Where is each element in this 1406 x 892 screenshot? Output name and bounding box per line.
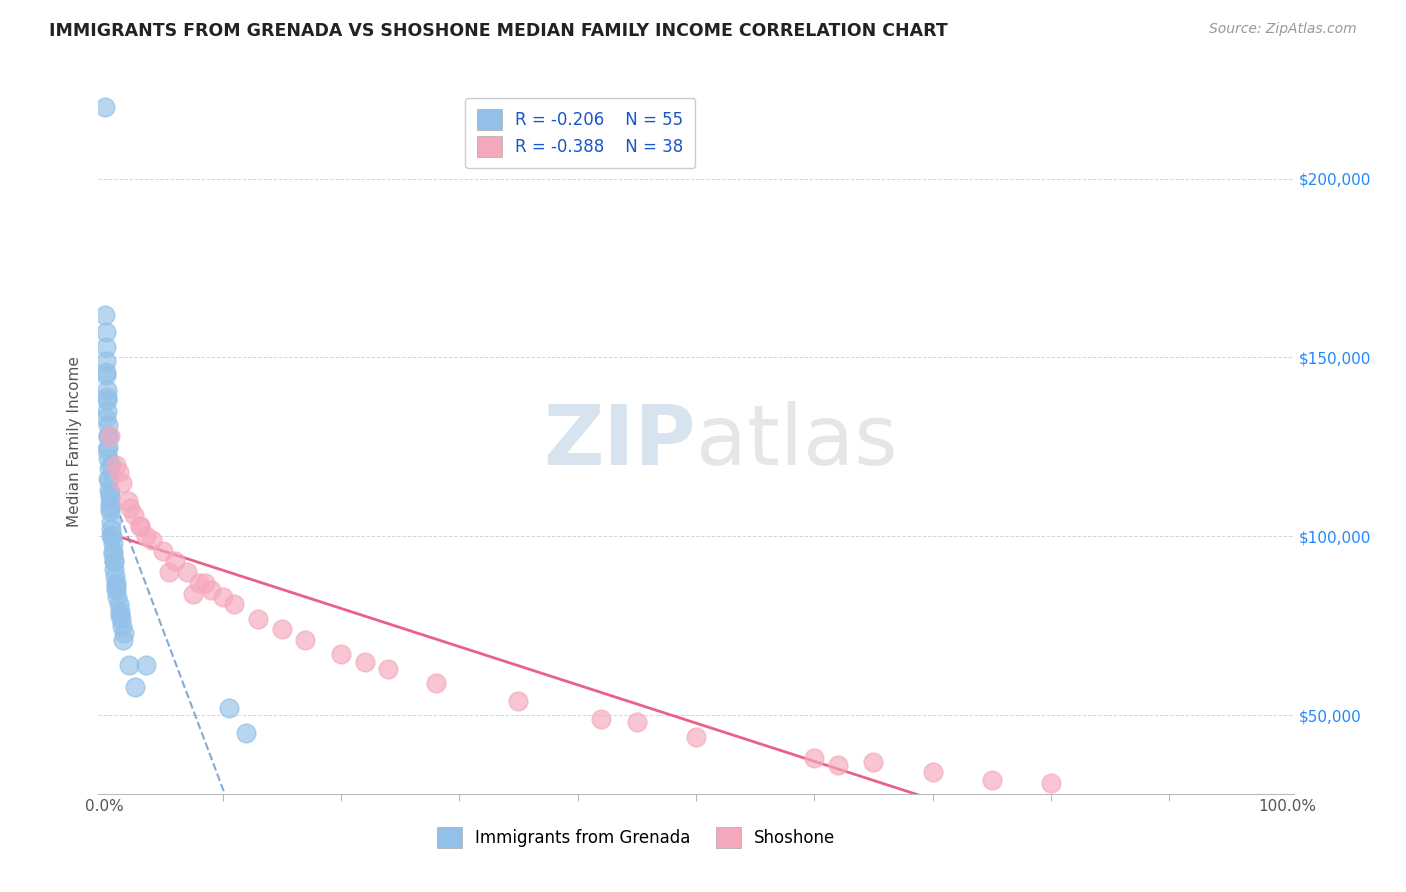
Point <box>98 500 121 515</box>
Point <box>508 694 530 708</box>
Point <box>98 429 121 443</box>
Point <box>105 590 128 604</box>
Point <box>803 751 825 765</box>
Text: IMMIGRANTS FROM GRENADA VS SHOSHONE MEDIAN FAMILY INCOME CORRELATION CHART: IMMIGRANTS FROM GRENADA VS SHOSHONE MEDI… <box>49 22 948 40</box>
Point <box>114 626 136 640</box>
Point <box>100 458 122 472</box>
Point <box>218 701 240 715</box>
Point <box>194 575 217 590</box>
Point <box>98 486 121 500</box>
Point <box>108 604 131 618</box>
Point <box>101 536 124 550</box>
Point <box>135 529 157 543</box>
Point <box>211 590 233 604</box>
Point <box>128 518 150 533</box>
Point <box>165 554 187 568</box>
Point <box>111 619 134 633</box>
Point <box>111 475 134 490</box>
Text: atlas: atlas <box>696 401 897 482</box>
Point <box>247 612 270 626</box>
Point <box>98 472 121 486</box>
Point <box>94 340 117 354</box>
Point <box>97 450 120 465</box>
Point <box>118 658 141 673</box>
Point <box>294 633 316 648</box>
Point <box>425 676 447 690</box>
Point <box>94 100 117 114</box>
Point <box>1039 776 1062 790</box>
Point <box>94 308 117 322</box>
Point <box>97 429 120 443</box>
Point <box>94 365 117 379</box>
Point <box>135 658 157 673</box>
Point <box>117 493 139 508</box>
Point <box>330 648 353 662</box>
Point <box>152 543 174 558</box>
Point <box>94 354 117 368</box>
Point <box>862 755 884 769</box>
Point <box>101 543 124 558</box>
Point <box>94 326 117 340</box>
Point <box>97 429 120 443</box>
Text: Source: ZipAtlas.com: Source: ZipAtlas.com <box>1209 22 1357 37</box>
Point <box>107 465 129 479</box>
Point <box>97 472 120 486</box>
Point <box>101 529 124 543</box>
Point <box>181 586 204 600</box>
Point <box>100 529 122 543</box>
Point <box>98 490 121 504</box>
Point <box>107 597 129 611</box>
Point <box>100 522 122 536</box>
Point <box>97 461 120 475</box>
Point <box>188 575 211 590</box>
Legend: Immigrants from Grenada, Shoshone: Immigrants from Grenada, Shoshone <box>429 819 844 856</box>
Point <box>110 612 132 626</box>
Point <box>591 712 613 726</box>
Point <box>96 393 118 408</box>
Point <box>353 655 375 669</box>
Point <box>96 383 118 397</box>
Point <box>105 582 128 597</box>
Point <box>103 547 125 561</box>
Point <box>104 575 127 590</box>
Point <box>124 680 146 694</box>
Point <box>104 568 127 582</box>
Point <box>120 500 142 515</box>
Point <box>96 368 118 383</box>
Point <box>96 390 118 404</box>
Point <box>921 765 943 780</box>
Point <box>128 518 150 533</box>
Point <box>235 726 257 740</box>
Point <box>827 758 849 772</box>
Point <box>141 533 163 547</box>
Point <box>105 579 128 593</box>
Point <box>96 404 118 418</box>
Point <box>685 730 707 744</box>
Point <box>176 565 198 579</box>
Point <box>157 565 180 579</box>
Point <box>103 561 125 575</box>
Point <box>377 662 399 676</box>
Point <box>200 582 222 597</box>
Point <box>105 458 128 472</box>
Point <box>97 440 120 454</box>
Point <box>94 411 117 425</box>
Point <box>112 633 135 648</box>
Point <box>98 497 121 511</box>
Point <box>224 597 246 611</box>
Point <box>98 483 121 497</box>
Point <box>122 508 145 522</box>
Text: ZIP: ZIP <box>544 401 696 482</box>
Point <box>96 443 118 458</box>
Point <box>103 554 125 568</box>
Point <box>626 715 648 730</box>
Point <box>103 554 125 568</box>
Point <box>980 772 1002 787</box>
Point <box>97 418 120 433</box>
Point <box>270 623 292 637</box>
Point <box>100 515 122 529</box>
Y-axis label: Median Family Income: Median Family Income <box>66 356 82 527</box>
Point <box>108 607 131 622</box>
Point <box>98 504 121 518</box>
